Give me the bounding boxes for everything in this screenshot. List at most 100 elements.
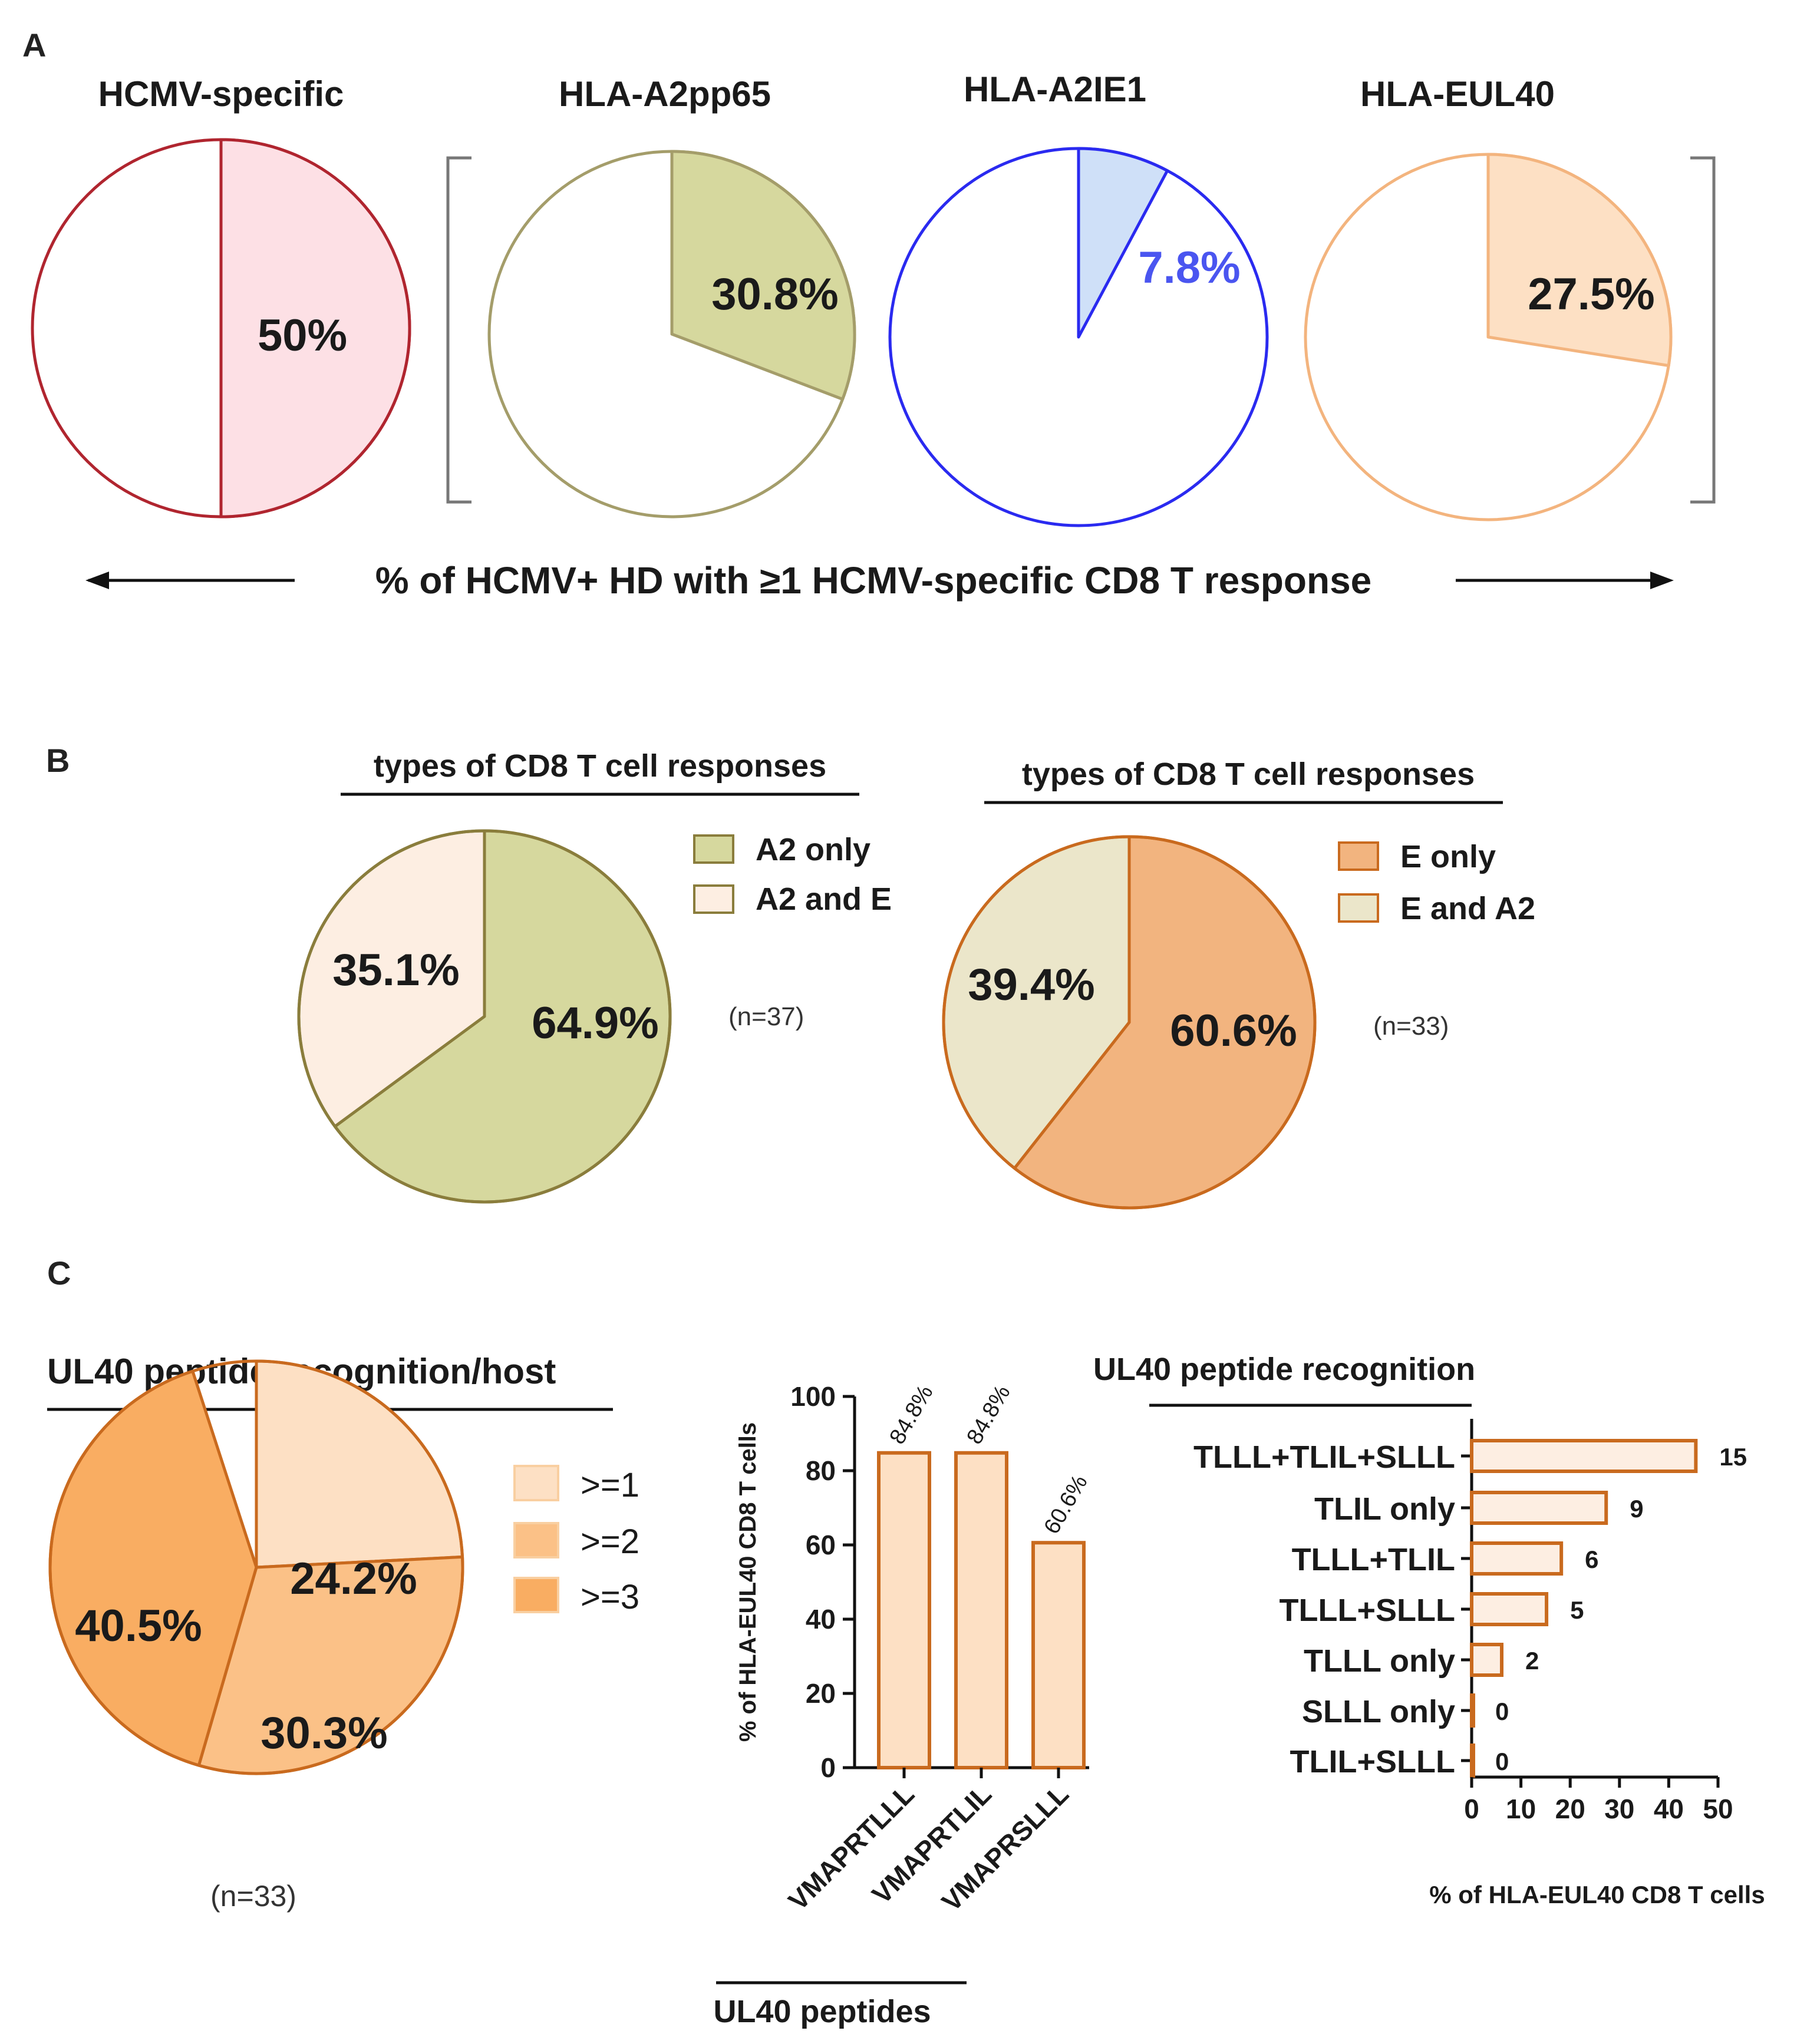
bar — [954, 1451, 1008, 1769]
hbar-count-label: 2 — [1525, 1647, 1539, 1675]
pie-a1: 50% — [31, 138, 411, 519]
legend-swatch-e-and-a2 — [1338, 893, 1379, 923]
slice-label: 40.5% — [75, 1601, 202, 1651]
legend-swatch-a2-and-e — [693, 884, 734, 914]
panel-c: UL40 peptide recognition/host 24.2%30.3%… — [47, 1352, 1765, 2029]
arrowhead-right-icon — [1650, 572, 1674, 589]
panel-b-letter: B — [46, 742, 70, 779]
slice-label: 7.8% — [1138, 243, 1240, 293]
legend-label-ge3: >=3 — [581, 1578, 639, 1616]
panel-c-letter: C — [47, 1254, 71, 1292]
legend-swatch-e-only — [1338, 841, 1379, 871]
legend-label-a2-and-e: A2 and E — [756, 881, 892, 917]
hbar-category-label: TLLL+SLLL — [1280, 1593, 1455, 1628]
x-tick-label: 0 — [1464, 1794, 1479, 1824]
pie-outline — [942, 835, 1317, 1210]
hbar — [1470, 1743, 1475, 1778]
panel-a-letter: A — [22, 27, 46, 64]
bar-value-label: 84.8% — [962, 1381, 1015, 1448]
y-tick-label: 100 — [790, 1381, 836, 1412]
pie-b2-title: types of CD8 T cell responses — [1022, 757, 1475, 792]
pie-slice — [219, 138, 411, 519]
slice-label: 30.8% — [711, 269, 839, 319]
legend-b2: E only E and A2 — [1338, 839, 1535, 926]
x-tick-label: 50 — [1703, 1794, 1733, 1824]
hbar-category-label: TLLL only — [1304, 1643, 1455, 1679]
hbar-count-label: 15 — [1719, 1443, 1747, 1471]
hbar — [1470, 1592, 1549, 1626]
x-axis-title: % of HLA-EUL40 CD8 T cells — [1429, 1881, 1765, 1908]
hbar — [1470, 1541, 1564, 1576]
hbar — [1470, 1439, 1698, 1473]
pie-slice — [670, 150, 856, 401]
pie-b1-title: types of CD8 T cell responses — [374, 748, 826, 784]
hbar-count-label: 6 — [1585, 1546, 1598, 1573]
legend-swatch-a2-only — [693, 834, 734, 864]
bar-value-label: 60.6% — [1039, 1471, 1092, 1538]
legend-swatch-ge3 — [513, 1577, 559, 1613]
x-tick-label: 10 — [1506, 1794, 1536, 1824]
y-tick-label: 0 — [820, 1752, 836, 1783]
bar — [1031, 1541, 1086, 1769]
pie-a4: 27.5% — [1304, 153, 1673, 521]
hbar — [1470, 1643, 1503, 1677]
slice-label: 30.3% — [261, 1708, 388, 1758]
hbar-count-label: 5 — [1570, 1596, 1584, 1624]
panel-a-axis-label: % of HCMV+ HD with ≥1 HCMV-specific CD8 … — [375, 559, 1372, 602]
y-axis-title: % of HLA-EUL40 CD8 T cells — [735, 1422, 761, 1742]
panel-a: HCMV-specific HLA-A2pp65 HLA-A2IE1 HLA-E… — [31, 70, 1716, 602]
hbar — [1470, 1491, 1608, 1525]
hbar-count-label: 9 — [1630, 1495, 1643, 1523]
x-tick-label: 30 — [1604, 1794, 1634, 1824]
pie-a3: 7.8% — [888, 147, 1269, 527]
hbar-category-label: TLLL+TLIL+SLLL — [1193, 1439, 1455, 1475]
y-tick-label: 20 — [806, 1678, 836, 1709]
slice-label: 27.5% — [1528, 269, 1655, 319]
pie-slice — [1486, 153, 1673, 367]
pie-a3-title: HLA-A2IE1 — [964, 70, 1146, 109]
hbar-chart-c3: UL40 peptide recognition TLLL+TLIL+SLLL 15… — [1093, 1352, 1765, 1908]
pie-b1-n: (n=37) — [728, 1002, 804, 1031]
hbar-category-label: TLIL+SLLL — [1290, 1744, 1455, 1779]
hbar-title: UL40 peptide recognition — [1093, 1352, 1475, 1387]
y-tick-label: 60 — [806, 1530, 836, 1560]
pie-a2: 30.8% — [487, 150, 856, 519]
pie-outline — [48, 1359, 464, 1775]
bar-chart-c2: 0 20 40 60 80 100 % of HLA-EUL40 CD8 T cells 84… — [713, 1381, 1092, 2029]
hbar-category-label: TLIL only — [1314, 1491, 1455, 1527]
legend-label-ge1: >=1 — [581, 1466, 639, 1504]
legend-label-e-only: E only — [1400, 839, 1496, 874]
right-group-bracket — [1690, 156, 1716, 504]
legend-label-ge2: >=2 — [581, 1523, 639, 1561]
hbar-count-label: 0 — [1495, 1748, 1509, 1775]
slice-label: 60.6% — [1170, 1006, 1297, 1056]
y-tick-label: 80 — [806, 1455, 836, 1486]
pie-c1: 24.2% 30.3% 40.5% — [48, 1359, 464, 1775]
pie-a4-title: HLA-EUL40 — [1360, 74, 1555, 114]
left-group-bracket — [446, 156, 471, 504]
pie-b2: 60.6% 39.4% — [942, 835, 1317, 1210]
legend-label-a2-only: A2 only — [756, 832, 870, 867]
pie-slice — [1077, 147, 1169, 339]
pie-a1-title: HCMV-specific — [98, 74, 344, 114]
pie-outline — [297, 829, 672, 1204]
bar — [877, 1451, 931, 1769]
legend-swatch-ge1 — [513, 1465, 559, 1501]
hbar-category-label: TLLL+TLIL — [1292, 1542, 1455, 1577]
hbar — [1470, 1693, 1475, 1728]
slice-label: 35.1% — [332, 945, 460, 995]
hbar-count-label: 0 — [1495, 1698, 1509, 1725]
slice-label: 64.9% — [532, 998, 659, 1048]
pie-slice — [255, 1359, 464, 1569]
x-axis-title: UL40 peptides — [713, 1994, 931, 2029]
hbar-category-label: SLLL only — [1302, 1694, 1455, 1729]
y-tick-label: 40 — [806, 1604, 836, 1634]
x-tick-label: 20 — [1555, 1794, 1585, 1824]
bar-value-label: 84.8% — [885, 1381, 938, 1448]
legend-b1: A2 only A2 and E — [693, 832, 892, 917]
pie-a2-title: HLA-A2pp65 — [559, 74, 771, 114]
slice-label: 39.4% — [968, 960, 1095, 1010]
arrowhead-left-icon — [85, 572, 109, 589]
slice-label: 50% — [258, 311, 347, 361]
